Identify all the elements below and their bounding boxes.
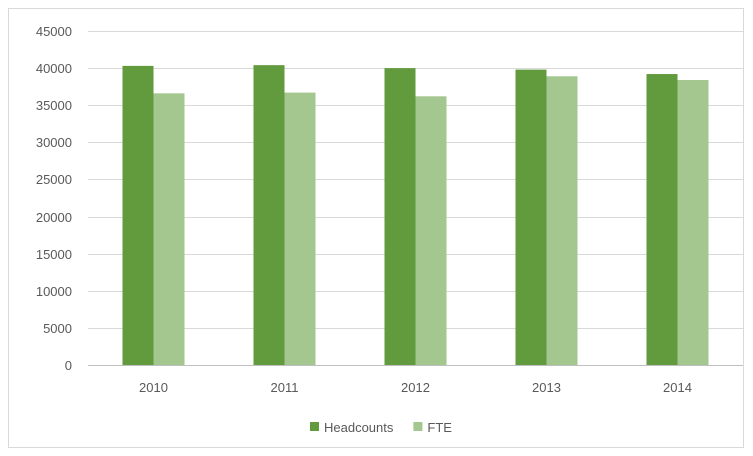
bar-headcounts-2010 — [122, 65, 154, 365]
y-tick-label: 35000 — [36, 98, 72, 113]
y-axis-ticks: 0 5000 10000 15000 20000 25000 30000 35000 40000… — [36, 24, 72, 373]
y-tick-label: 25000 — [36, 172, 72, 187]
x-tick-label: 2014 — [663, 380, 692, 395]
bar-headcounts-2014 — [646, 74, 678, 365]
bars — [122, 65, 709, 366]
bar-headcounts-2013 — [515, 69, 547, 366]
bar-fte-2010 — [153, 93, 185, 365]
y-tick-label: 40000 — [36, 61, 72, 76]
bar-fte-2013 — [546, 76, 578, 365]
bar-headcounts-2011 — [253, 65, 285, 366]
x-tick-label: 2013 — [532, 380, 561, 395]
y-tick-label: 15000 — [36, 247, 72, 262]
y-tick-label: 20000 — [36, 210, 72, 225]
legend-swatch-headcounts — [310, 422, 319, 431]
y-tick-label: 5000 — [43, 321, 72, 336]
legend: Headcounts FTE — [310, 420, 452, 435]
bar-fte-2012 — [415, 96, 447, 365]
y-tick-label: 0 — [65, 358, 72, 373]
x-tick-label: 2012 — [401, 380, 430, 395]
x-tick-label: 2011 — [271, 380, 299, 395]
bar-fte-2014 — [677, 79, 709, 365]
legend-label-fte: FTE — [427, 420, 452, 435]
x-tick-label: 2010 — [139, 380, 168, 395]
bar-headcounts-2012 — [384, 68, 416, 365]
y-tick-label: 45000 — [36, 24, 72, 39]
bar-fte-2011 — [284, 92, 316, 366]
x-axis-ticks: 2010 2011 2012 2013 2014 — [139, 380, 692, 395]
legend-swatch-fte — [413, 422, 423, 431]
y-tick-label: 10000 — [36, 284, 72, 299]
y-tick-label: 30000 — [36, 135, 72, 150]
legend-label-headcounts: Headcounts — [324, 420, 394, 435]
